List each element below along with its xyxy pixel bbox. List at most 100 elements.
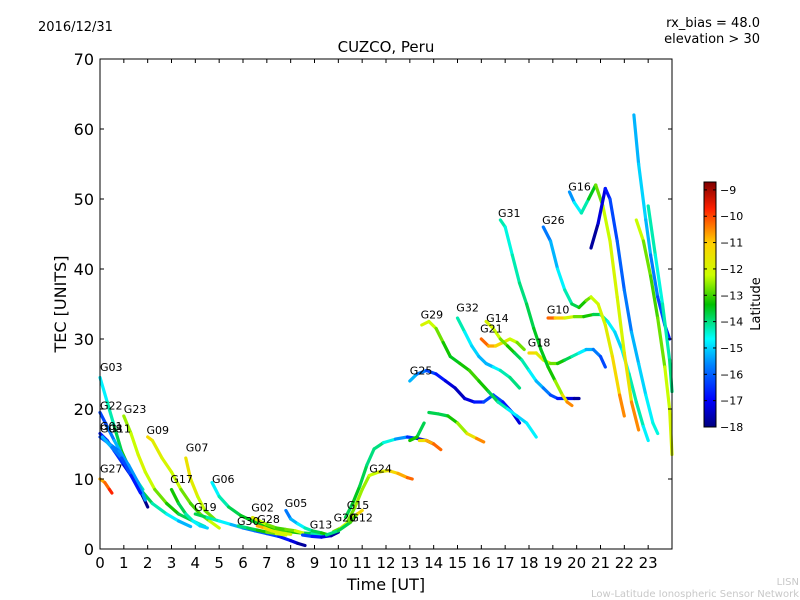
- track-segment: [355, 508, 364, 516]
- track-segment: [427, 319, 438, 331]
- x-tick-label: 6: [238, 554, 248, 572]
- track-segment: [122, 414, 133, 436]
- track-segment: [563, 315, 576, 320]
- series-G28: [255, 524, 293, 536]
- track-segment: [100, 435, 114, 450]
- colorbar-tick-label: −12: [720, 263, 743, 276]
- track-segment: [193, 512, 209, 520]
- track-segment: [515, 414, 529, 425]
- series-track-34: [646, 204, 674, 394]
- track-segment: [348, 512, 359, 525]
- track-segment: [634, 218, 646, 243]
- track-segment: [596, 302, 607, 327]
- satellite-label: G22: [100, 400, 123, 413]
- track-segment: [603, 323, 615, 359]
- y-axis: 0 10 20 30 40 50 60 70: [74, 50, 672, 559]
- track-segment: [617, 393, 626, 418]
- track-segment: [601, 204, 612, 243]
- track-segment: [396, 471, 409, 480]
- track-segment: [393, 435, 409, 441]
- track-segment: [515, 340, 526, 352]
- track-segment: [591, 347, 603, 359]
- track-segment: [372, 441, 386, 451]
- elevation-label: elevation > 30: [664, 32, 760, 47]
- track-segment: [217, 494, 231, 509]
- colorbar-tick-label: −17: [720, 395, 743, 408]
- x-tick-label: 8: [286, 554, 296, 572]
- track-segment: [150, 438, 164, 460]
- satellite-label: G19: [194, 501, 217, 514]
- satellite-label: G26: [542, 214, 565, 227]
- track-segment: [498, 368, 512, 380]
- satellite-label: G15: [347, 499, 370, 512]
- chart-title: CUZCO, Peru: [338, 38, 435, 56]
- track-segment: [112, 424, 124, 453]
- track-segment: [367, 470, 381, 478]
- track-segment: [284, 508, 293, 521]
- track-segment: [432, 442, 443, 452]
- track-segment: [107, 487, 114, 495]
- track-segment: [598, 354, 607, 369]
- track-segment: [365, 447, 376, 467]
- track-segment: [351, 484, 362, 506]
- track-segment: [136, 480, 147, 502]
- track-segment: [660, 302, 672, 362]
- series-G09: [146, 435, 221, 530]
- x-axis: 0 1 2 3 4 5 6 7 8 9 10 11 12 13 14 15 16 17 18 19 20 21 22 23: [95, 59, 658, 572]
- x-tick-label: 17: [496, 554, 515, 572]
- track-segment: [136, 452, 147, 474]
- track-segment: [455, 316, 467, 334]
- satellite-label: G14: [486, 312, 509, 325]
- satellite-label: G31: [498, 207, 521, 220]
- track-segment: [527, 368, 538, 383]
- track-segment: [434, 372, 448, 383]
- x-tick-label: 9: [310, 554, 320, 572]
- track-segment: [98, 410, 109, 429]
- satellite-label: G24: [369, 463, 392, 476]
- track-segment: [405, 476, 414, 481]
- track-segment: [496, 400, 510, 411]
- track-segment: [475, 436, 486, 444]
- track-segment: [534, 351, 545, 362]
- satellite-label: G21: [480, 323, 503, 336]
- x-tick-label: 12: [376, 554, 395, 572]
- track-segment: [548, 239, 560, 271]
- track-segment: [165, 501, 181, 516]
- track-segment: [446, 414, 460, 425]
- satellite-label: G05: [285, 497, 308, 510]
- series-G31: [498, 218, 574, 408]
- series-track-35: [427, 410, 486, 444]
- series-G27: [98, 477, 114, 495]
- satellite-label: G25: [410, 365, 433, 378]
- track-segment: [198, 524, 209, 530]
- track-segment: [177, 519, 193, 529]
- track-segment: [98, 375, 109, 404]
- footer-network: Low-Latitude Ionospheric Sensor Network: [591, 589, 799, 600]
- x-tick-label: 18: [519, 554, 538, 572]
- track-segment: [653, 253, 665, 306]
- track-segment: [539, 347, 550, 369]
- track-segment: [567, 190, 576, 205]
- track-segment: [160, 456, 174, 474]
- colorbar-tick-label: −9: [720, 184, 736, 197]
- track-segment: [382, 437, 398, 445]
- track-segment: [250, 519, 267, 528]
- x-tick-label: 23: [639, 554, 658, 572]
- colorbar-tick-label: −11: [720, 237, 743, 250]
- x-tick-label: 11: [353, 554, 372, 572]
- track-segment: [210, 480, 221, 499]
- satellite-label: G18: [528, 337, 551, 350]
- series-G29: [420, 319, 538, 439]
- colorbar-label: Latitude: [749, 277, 764, 331]
- track-segment: [265, 522, 278, 530]
- track-segment: [613, 330, 624, 352]
- track-segment: [577, 298, 588, 310]
- footer-brand: LISN: [777, 577, 799, 588]
- track-segment: [503, 225, 514, 257]
- satellite-label: G32: [456, 302, 479, 315]
- track-segment: [129, 431, 140, 457]
- track-segment: [603, 186, 612, 201]
- track-segment: [532, 326, 543, 352]
